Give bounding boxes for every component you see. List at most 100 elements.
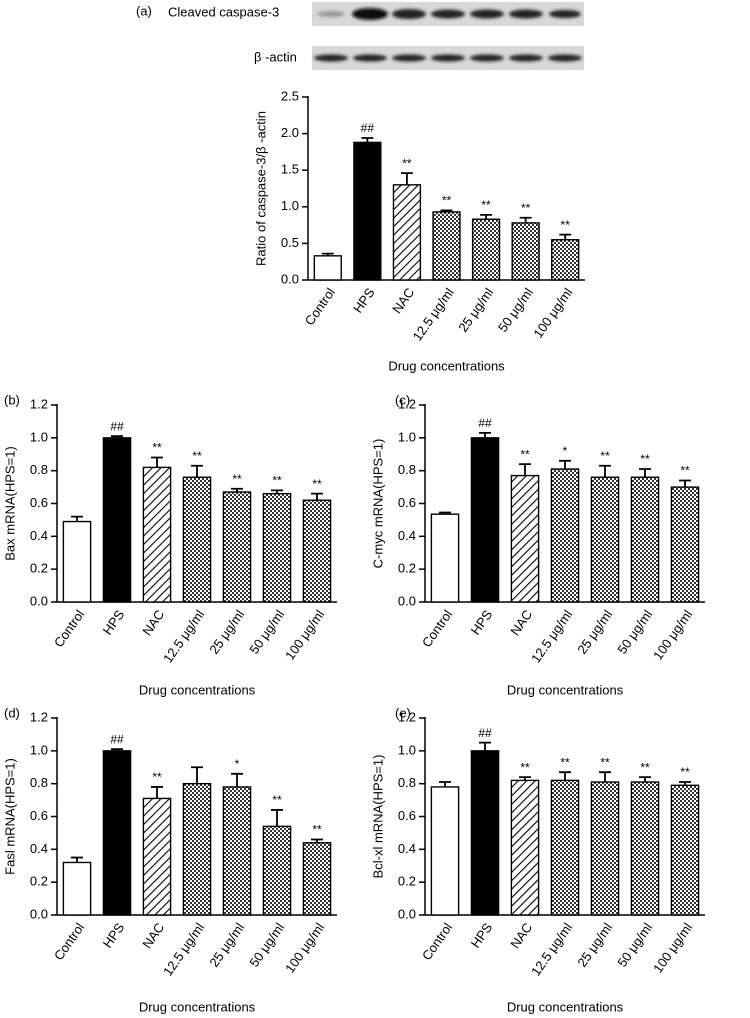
bar — [630, 781, 660, 916]
significance-label: ** — [521, 201, 531, 215]
y-tick-label: 1.0 — [398, 429, 416, 444]
y-tick-label: 0.6 — [30, 495, 48, 510]
x-axis-label: Drug concentrations — [388, 358, 505, 373]
y-tick-label: 0.2 — [398, 874, 416, 889]
y-tick-label: 1.2 — [30, 396, 48, 411]
bar — [392, 184, 422, 281]
y-tick-label: 1.2 — [30, 709, 48, 724]
error-bar — [519, 463, 531, 476]
bar — [471, 218, 501, 281]
x-tick-label: 25 μg/ml — [574, 920, 615, 970]
bar — [550, 468, 580, 603]
bar — [62, 861, 92, 916]
x-tick-label: 25 μg/ml — [206, 920, 247, 970]
bar — [510, 779, 540, 916]
significance-label: ** — [152, 441, 162, 455]
x-tick-label: 25 μg/ml — [455, 285, 496, 335]
error-bar — [111, 435, 123, 438]
significance-label: ** — [520, 447, 530, 461]
significance-label: ## — [110, 419, 124, 433]
error-bar — [439, 781, 451, 787]
x-tick-label: Control — [51, 607, 87, 650]
bar — [551, 239, 580, 281]
x-axis-label: Drug concentrations — [507, 682, 624, 697]
bar — [590, 781, 620, 916]
significance-label: ## — [478, 416, 492, 430]
x-tick-label: NAC — [139, 607, 167, 638]
y-tick-label: 0.8 — [398, 462, 416, 477]
x-tick-label: Control — [419, 607, 455, 650]
bar — [182, 782, 212, 916]
error-bar — [191, 766, 203, 784]
x-tick-label: 100 μg/ml — [282, 920, 327, 976]
y-tick-label: 0.8 — [30, 462, 48, 477]
significance-label: * — [563, 444, 568, 458]
y-tick-label: 0.8 — [30, 775, 48, 790]
error-bar — [559, 771, 571, 781]
x-tick-label: 25 μg/ml — [574, 607, 615, 657]
x-axis-label: Drug concentrations — [139, 999, 256, 1014]
blot-label: β -actin — [254, 49, 297, 64]
error-bar — [321, 252, 334, 256]
panel-label: (b) — [4, 392, 20, 407]
y-tick-label: 0.0 — [30, 906, 48, 921]
significance-label: ** — [232, 472, 242, 486]
y-tick-label: 0.6 — [398, 808, 416, 823]
y-tick-label: 0.4 — [30, 841, 48, 856]
x-tick-label: 50 μg/ml — [614, 607, 655, 657]
y-tick-label: 0.2 — [30, 874, 48, 889]
bar — [302, 842, 332, 916]
y-axis-label: Bcl-xl mRNA(HPS=1) — [370, 755, 385, 879]
bar — [222, 491, 252, 603]
significance-label: ** — [520, 760, 530, 774]
x-tick-label: Control — [51, 920, 87, 963]
x-tick-label: 50 μg/ml — [614, 920, 655, 970]
x-tick-label: Control — [419, 920, 455, 963]
bar — [430, 513, 460, 603]
bar — [142, 797, 172, 916]
significance-label: ## — [110, 732, 124, 746]
x-tick-label: 25 μg/ml — [206, 607, 247, 657]
error-bar — [271, 809, 283, 827]
error-bar — [599, 771, 611, 783]
significance-label: ** — [600, 449, 610, 463]
error-bar — [559, 459, 571, 470]
error-bar — [599, 464, 611, 478]
error-bar — [231, 487, 243, 493]
y-axis-label: Fasl mRNA(HPS=1) — [2, 758, 17, 875]
bar — [470, 750, 500, 916]
significance-label: ** — [442, 194, 452, 208]
y-tick-label: 0.0 — [398, 906, 416, 921]
error-bar — [679, 781, 691, 786]
y-tick-label: 0.4 — [398, 841, 416, 856]
x-tick-label: 50 μg/ml — [246, 607, 287, 657]
bar — [670, 784, 700, 916]
y-tick-label: 1.5 — [281, 162, 299, 177]
error-bar — [71, 515, 83, 522]
significance-label: ** — [312, 823, 322, 837]
bar — [142, 466, 172, 603]
error-bar — [111, 748, 123, 751]
bar — [670, 486, 700, 603]
significance-label: ** — [640, 452, 650, 466]
y-tick-label: 0.8 — [398, 775, 416, 790]
bar — [102, 437, 132, 603]
error-bar — [231, 772, 243, 787]
x-tick-label: NAC — [507, 607, 535, 638]
x-tick-label: NAC — [389, 285, 417, 316]
bar — [102, 750, 132, 916]
error-bar — [191, 464, 203, 478]
x-tick-label: NAC — [507, 920, 535, 951]
x-tick-label: 50 μg/ml — [246, 920, 287, 970]
error-bar — [559, 233, 572, 240]
significance-label: ** — [560, 755, 570, 769]
panel-label: (e) — [395, 705, 411, 720]
y-tick-label: 1.0 — [398, 742, 416, 757]
bar — [590, 476, 620, 603]
error-bar — [361, 137, 374, 143]
error-bar — [311, 838, 323, 843]
y-axis-label: Ratio of caspase-3/β -actin — [253, 111, 268, 266]
x-tick-label: 50 μg/ml — [495, 285, 536, 335]
panel-label: (a) — [136, 3, 152, 18]
